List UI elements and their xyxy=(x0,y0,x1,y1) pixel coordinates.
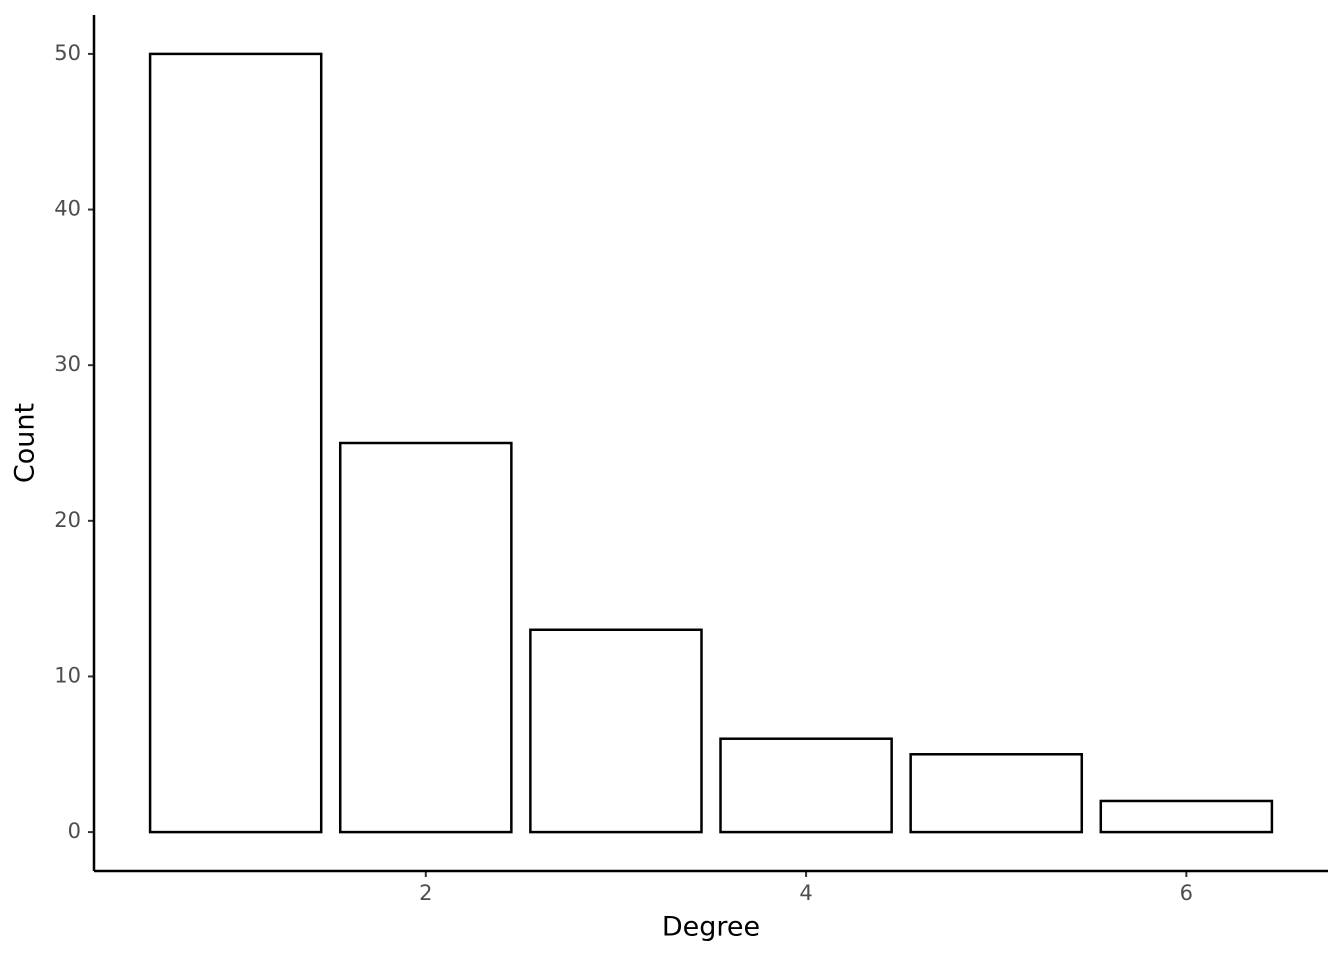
y-tick-label: 50 xyxy=(54,41,81,65)
y-tick-label: 30 xyxy=(54,352,81,376)
x-tick-label: 4 xyxy=(799,881,812,905)
y-tick-label: 0 xyxy=(68,819,81,843)
y-tick-label: 20 xyxy=(54,508,81,532)
y-axis-title: Count xyxy=(10,403,41,483)
bar xyxy=(1099,799,1274,834)
bar xyxy=(148,52,323,834)
x-axis-title: Degree xyxy=(662,912,760,943)
x-tick-label: 2 xyxy=(419,881,432,905)
y-tick-label: 10 xyxy=(54,663,81,687)
bar xyxy=(338,441,513,834)
bar xyxy=(909,753,1084,834)
bar xyxy=(719,737,893,834)
y-tick-label: 40 xyxy=(54,197,81,221)
bar xyxy=(529,628,703,834)
x-tick-label: 6 xyxy=(1180,881,1193,905)
